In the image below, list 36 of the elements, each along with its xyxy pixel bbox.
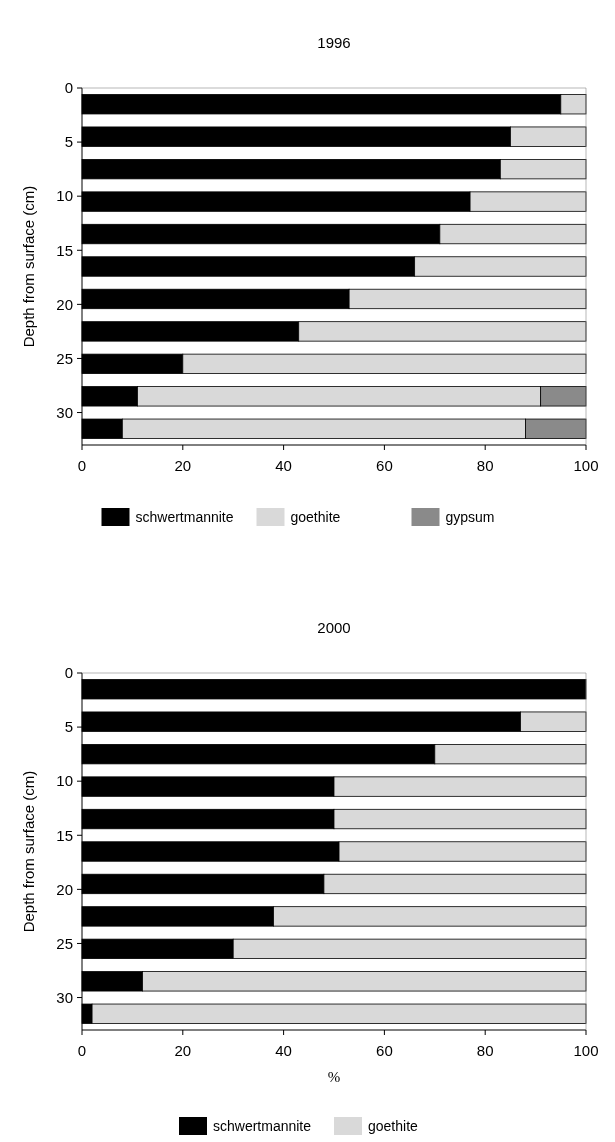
y-tick-label: 25 xyxy=(56,934,73,952)
y-tick-label: 10 xyxy=(56,772,73,790)
chart-title: 1996 xyxy=(317,34,351,51)
y-axis-title: Depth from surface (cm) xyxy=(20,770,37,933)
y-tick-label: 15 xyxy=(56,241,73,259)
y-tick-label: 0 xyxy=(64,79,73,97)
x-tick-label: 0 xyxy=(77,457,87,474)
y-tick-label: 30 xyxy=(56,403,73,421)
x-tick-label: 40 xyxy=(275,457,292,474)
x-tick-label: 20 xyxy=(174,1042,192,1059)
x-tick-label: 0 xyxy=(77,1042,87,1059)
y-tick-label: 5 xyxy=(64,133,73,151)
x-tick-label: 60 xyxy=(376,1042,393,1059)
legend-label: schwertmannite xyxy=(135,508,234,525)
y-tick-label: 20 xyxy=(56,880,73,898)
y-tick-label: 10 xyxy=(56,187,73,205)
legend-label: gypsum xyxy=(445,508,495,525)
legend-label: goethite xyxy=(290,508,341,525)
y-tick-label: 20 xyxy=(56,295,73,313)
y-tick-label: 25 xyxy=(56,349,73,367)
legend-label: goethite xyxy=(368,1117,419,1134)
y-tick-label: 5 xyxy=(64,718,73,736)
y-tick-label: 0 xyxy=(64,664,73,682)
x-tick-label: 20 xyxy=(174,457,192,474)
x-tick-label: 40 xyxy=(275,1042,292,1059)
y-axis-title: Depth from surface (cm) xyxy=(20,185,37,348)
y-tick-label: 30 xyxy=(56,988,73,1006)
x-tick-label: 60 xyxy=(376,457,393,474)
legend-label: schwertmannite xyxy=(213,1117,312,1134)
x-axis-title: % xyxy=(327,1069,341,1085)
x-tick-label: 80 xyxy=(476,1042,494,1059)
x-tick-label: 100 xyxy=(573,1042,599,1059)
y-tick-label: 15 xyxy=(56,826,73,844)
x-tick-label: 80 xyxy=(476,457,494,474)
chart-title: 2000 xyxy=(317,619,351,636)
x-tick-label: 100 xyxy=(573,457,599,474)
